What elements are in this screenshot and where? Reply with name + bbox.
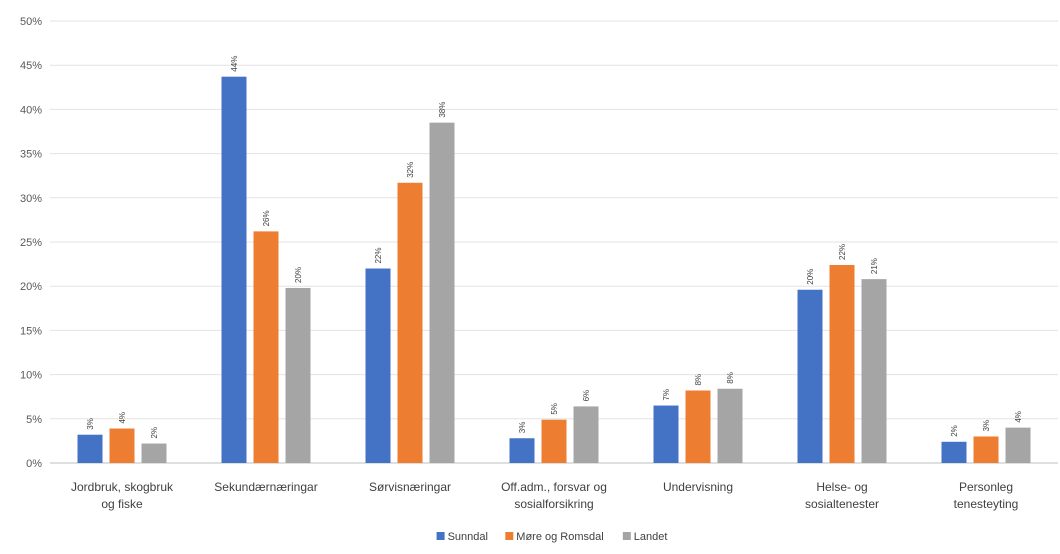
- x-axis: Jordbruk, skogbruk og fiske Sekundærnæring…: [71, 480, 1018, 511]
- y-tick-label: 0%: [26, 458, 42, 470]
- bar: [797, 289, 823, 463]
- bar: [509, 438, 535, 463]
- bar: [941, 441, 967, 463]
- bar: [141, 443, 167, 463]
- y-tick-label: 10%: [20, 370, 42, 382]
- data-label: 3%: [518, 422, 527, 434]
- x-category-label-line: Off.adm., forsvar og: [501, 480, 607, 494]
- data-label: 5%: [550, 403, 559, 415]
- x-category-label-line: Undervisning: [663, 480, 733, 494]
- y-tick-label: 30%: [20, 193, 42, 205]
- bar: [653, 405, 679, 463]
- gridlines: [50, 20, 1058, 464]
- bar: [829, 264, 855, 463]
- bars: [77, 76, 1031, 463]
- x-category-label: Sekundærnæringar: [214, 480, 317, 494]
- x-category-label: Personleg tenesteyting: [954, 480, 1019, 511]
- data-label: 4%: [118, 412, 127, 424]
- y-tick-label: 45%: [20, 60, 42, 72]
- bar: [861, 279, 887, 463]
- y-tick-label: 25%: [20, 237, 42, 249]
- legend-swatch: [505, 532, 514, 540]
- bar: [365, 268, 391, 463]
- data-label: 22%: [838, 244, 847, 260]
- bar: [573, 406, 599, 463]
- x-category-label: Helse- og sosialtenester: [805, 480, 879, 511]
- bar: [397, 182, 423, 463]
- legend-label: Sunndal: [448, 531, 488, 543]
- bar: [253, 231, 279, 463]
- y-tick-label: 40%: [20, 104, 42, 116]
- y-tick-label: 20%: [20, 281, 42, 293]
- bar: [685, 390, 711, 463]
- bar: [429, 122, 455, 463]
- x-category-label-line: tenesteyting: [954, 497, 1019, 511]
- bar: [109, 428, 135, 463]
- bar: [1005, 427, 1031, 463]
- x-category-label: Sørvisnæringar: [369, 480, 451, 494]
- x-category-label: Undervisning: [663, 480, 733, 494]
- y-tick-label: 50%: [20, 16, 42, 28]
- data-label: 22%: [374, 248, 383, 264]
- y-axis: 0% 5% 10% 15% 20% 25% 30% 35% 40% 45% 50%: [20, 16, 42, 470]
- data-label: 20%: [294, 267, 303, 283]
- legend-label: Møre og Romsdal: [516, 531, 603, 543]
- x-category-label-line: Jordbruk, skogbruk: [71, 480, 174, 494]
- legend-swatch: [436, 532, 445, 540]
- legend-label: Landet: [634, 531, 668, 543]
- data-label: 21%: [870, 258, 879, 274]
- data-label: 4%: [1014, 411, 1023, 423]
- data-label: 8%: [726, 372, 735, 384]
- bar: [973, 436, 999, 463]
- x-category-label-line: Sekundærnæringar: [214, 480, 317, 494]
- data-label: 6%: [582, 390, 591, 402]
- data-label: 7%: [662, 389, 671, 401]
- data-label: 8%: [694, 374, 703, 386]
- y-tick-label: 5%: [26, 414, 42, 426]
- bar: [285, 287, 311, 463]
- y-tick-label: 15%: [20, 325, 42, 337]
- data-label: 2%: [950, 425, 959, 437]
- y-tick-label: 35%: [20, 149, 42, 161]
- data-label: 26%: [262, 210, 271, 226]
- bar: [221, 76, 247, 463]
- x-category-label-line: Personleg: [959, 480, 1013, 494]
- bar: [717, 388, 743, 463]
- data-label: 38%: [438, 102, 447, 118]
- data-label: 3%: [86, 418, 95, 430]
- x-category-label-line: Helse- og: [816, 480, 867, 494]
- x-category-label-line: sosialtenester: [805, 497, 879, 511]
- legend: Sunndal Møre og Romsdal Landet: [436, 531, 668, 543]
- bar: [541, 419, 567, 463]
- data-label: 20%: [806, 269, 815, 285]
- x-category-label-line: Sørvisnæringar: [369, 480, 451, 494]
- x-category-label: Jordbruk, skogbruk og fiske: [71, 480, 174, 511]
- legend-swatch: [622, 532, 631, 540]
- x-category-label-line: og fiske: [101, 497, 143, 511]
- x-category-label: Off.adm., forsvar og sosialforsikring: [501, 480, 607, 511]
- data-labels: 3% 4% 2% 44% 26% 20% 22% 32% 38% 3% 5% 6% 7% 8% 8% 20% 2…: [86, 56, 1023, 439]
- bar: [77, 434, 103, 463]
- data-label: 44%: [230, 56, 239, 72]
- data-label: 32%: [406, 162, 415, 178]
- x-category-label-line: sosialforsikring: [514, 497, 593, 511]
- data-label: 3%: [982, 420, 991, 432]
- data-label: 2%: [150, 427, 159, 439]
